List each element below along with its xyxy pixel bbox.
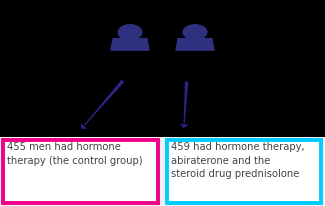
Text: 455 men had hormone
therapy (the control group): 455 men had hormone therapy (the control… bbox=[7, 142, 143, 166]
Circle shape bbox=[183, 25, 207, 40]
FancyBboxPatch shape bbox=[3, 140, 158, 203]
Bar bbox=[0, 137, 325, 206]
FancyBboxPatch shape bbox=[167, 140, 321, 203]
Circle shape bbox=[118, 25, 142, 40]
Polygon shape bbox=[111, 39, 149, 50]
Polygon shape bbox=[176, 39, 214, 50]
Text: 459 had hormone therapy,
abiraterone and the
steroid drug prednisolone: 459 had hormone therapy, abiraterone and… bbox=[171, 142, 304, 179]
